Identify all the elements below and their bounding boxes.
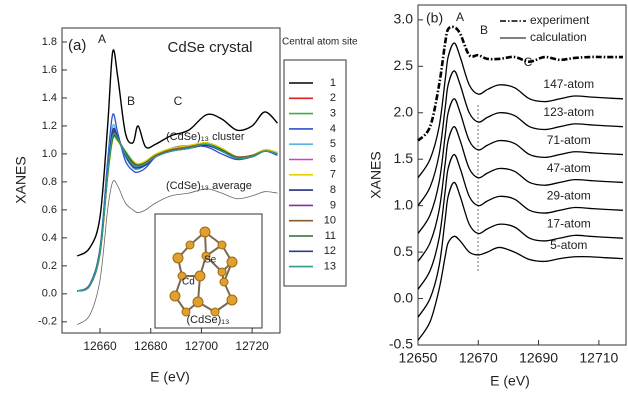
annotation: B bbox=[480, 23, 488, 37]
y-axis-label: XANES bbox=[368, 151, 384, 198]
inset-label: Cd bbox=[182, 277, 195, 288]
inset: Se Cd (CdSe)₁₃ bbox=[155, 214, 262, 328]
series-label: 5-atom bbox=[550, 238, 587, 252]
legend-label: 6 bbox=[330, 153, 336, 165]
panel-a-layout: (a) CdSe crystal A B C (CdSe)₁₃ cluster … bbox=[13, 28, 358, 385]
series-label: 123-atom bbox=[543, 105, 594, 119]
x-tick-label: 12720 bbox=[235, 339, 269, 353]
annotation: C bbox=[174, 94, 183, 108]
annotation: (CdSe)₁₃ average bbox=[166, 180, 252, 192]
y-tick-label: 0.4 bbox=[42, 232, 57, 244]
y-tick-label: 1.5 bbox=[394, 150, 414, 166]
y-tick-label: 1.8 bbox=[42, 36, 57, 48]
figure: (a) CdSe crystal A B C (CdSe)₁₃ cluster … bbox=[0, 0, 628, 394]
y-tick-label: 1.4 bbox=[42, 92, 57, 104]
x-axis-label: E (eV) bbox=[490, 373, 530, 389]
x-tick-label: 12690 bbox=[519, 350, 558, 366]
y-tick-label: -0.5 bbox=[389, 336, 413, 352]
axes-frame bbox=[418, 5, 626, 345]
x-tick-label: 12660 bbox=[83, 339, 117, 353]
y-tick-label: 0.8 bbox=[42, 176, 57, 188]
series-line bbox=[418, 236, 623, 340]
annotation: A bbox=[98, 32, 106, 46]
legend-label: 4 bbox=[330, 123, 336, 135]
legend-label: 9 bbox=[330, 199, 336, 211]
inset-label: (CdSe)₁₃ bbox=[186, 314, 229, 326]
series-label: 71-atom bbox=[547, 133, 591, 147]
y-tick-label: 1.0 bbox=[42, 148, 57, 160]
legend-label: 8 bbox=[330, 184, 336, 196]
annotation: B bbox=[127, 94, 135, 108]
title: CdSe crystal bbox=[167, 39, 252, 56]
legend-label: 2 bbox=[330, 92, 336, 104]
legend-label: calculation bbox=[530, 30, 587, 44]
inset-label: Se bbox=[204, 255, 217, 266]
annotation: (CdSe)₁₃ cluster bbox=[166, 131, 245, 143]
x-tick-label: 12680 bbox=[134, 339, 168, 353]
legend-title: Central atom site bbox=[282, 37, 358, 48]
y-tick-label: 2.5 bbox=[394, 57, 414, 73]
legend-label: 12 bbox=[324, 245, 336, 257]
y-tick-label: 1.2 bbox=[42, 120, 57, 132]
annotation: A bbox=[456, 10, 464, 24]
x-tick-label: 12670 bbox=[459, 350, 498, 366]
panel-label: (a) bbox=[68, 37, 86, 54]
panel-label: (b) bbox=[426, 10, 443, 26]
legend-label: 7 bbox=[330, 169, 336, 181]
x-tick-label: 12700 bbox=[185, 339, 219, 353]
legend-label: 5 bbox=[330, 138, 336, 150]
y-axis-label: XANES bbox=[13, 156, 29, 203]
legend-label: 11 bbox=[325, 230, 336, 242]
y-tick-label: 3.0 bbox=[394, 11, 414, 27]
legend-label: 13 bbox=[324, 261, 336, 273]
series-label: 47-atom bbox=[547, 161, 591, 175]
y-tick-label: 0.2 bbox=[42, 260, 57, 272]
x-axis-label: E (eV) bbox=[150, 369, 190, 385]
legend-label: 1 bbox=[330, 77, 336, 89]
y-tick-label: 0.0 bbox=[394, 289, 414, 305]
series-label: 29-atom bbox=[547, 189, 591, 203]
y-tick-label: 2.0 bbox=[394, 103, 414, 119]
y-tick-label: 0.5 bbox=[394, 243, 414, 259]
y-tick-label: 0.0 bbox=[42, 288, 57, 300]
y-tick-label: 1.6 bbox=[42, 64, 57, 76]
series-label: 17-atom bbox=[547, 217, 591, 231]
y-tick-label: -0.2 bbox=[38, 316, 57, 328]
x-tick-label: 12650 bbox=[399, 350, 438, 366]
legend-label: experiment bbox=[530, 13, 590, 27]
series-label: 147-atom bbox=[543, 77, 594, 91]
y-tick-label: 0.6 bbox=[42, 204, 57, 216]
legend-label: 10 bbox=[324, 215, 336, 227]
x-tick-label: 12710 bbox=[579, 350, 618, 366]
y-tick-label: 1.0 bbox=[394, 196, 414, 212]
legend-label: 3 bbox=[330, 108, 336, 120]
